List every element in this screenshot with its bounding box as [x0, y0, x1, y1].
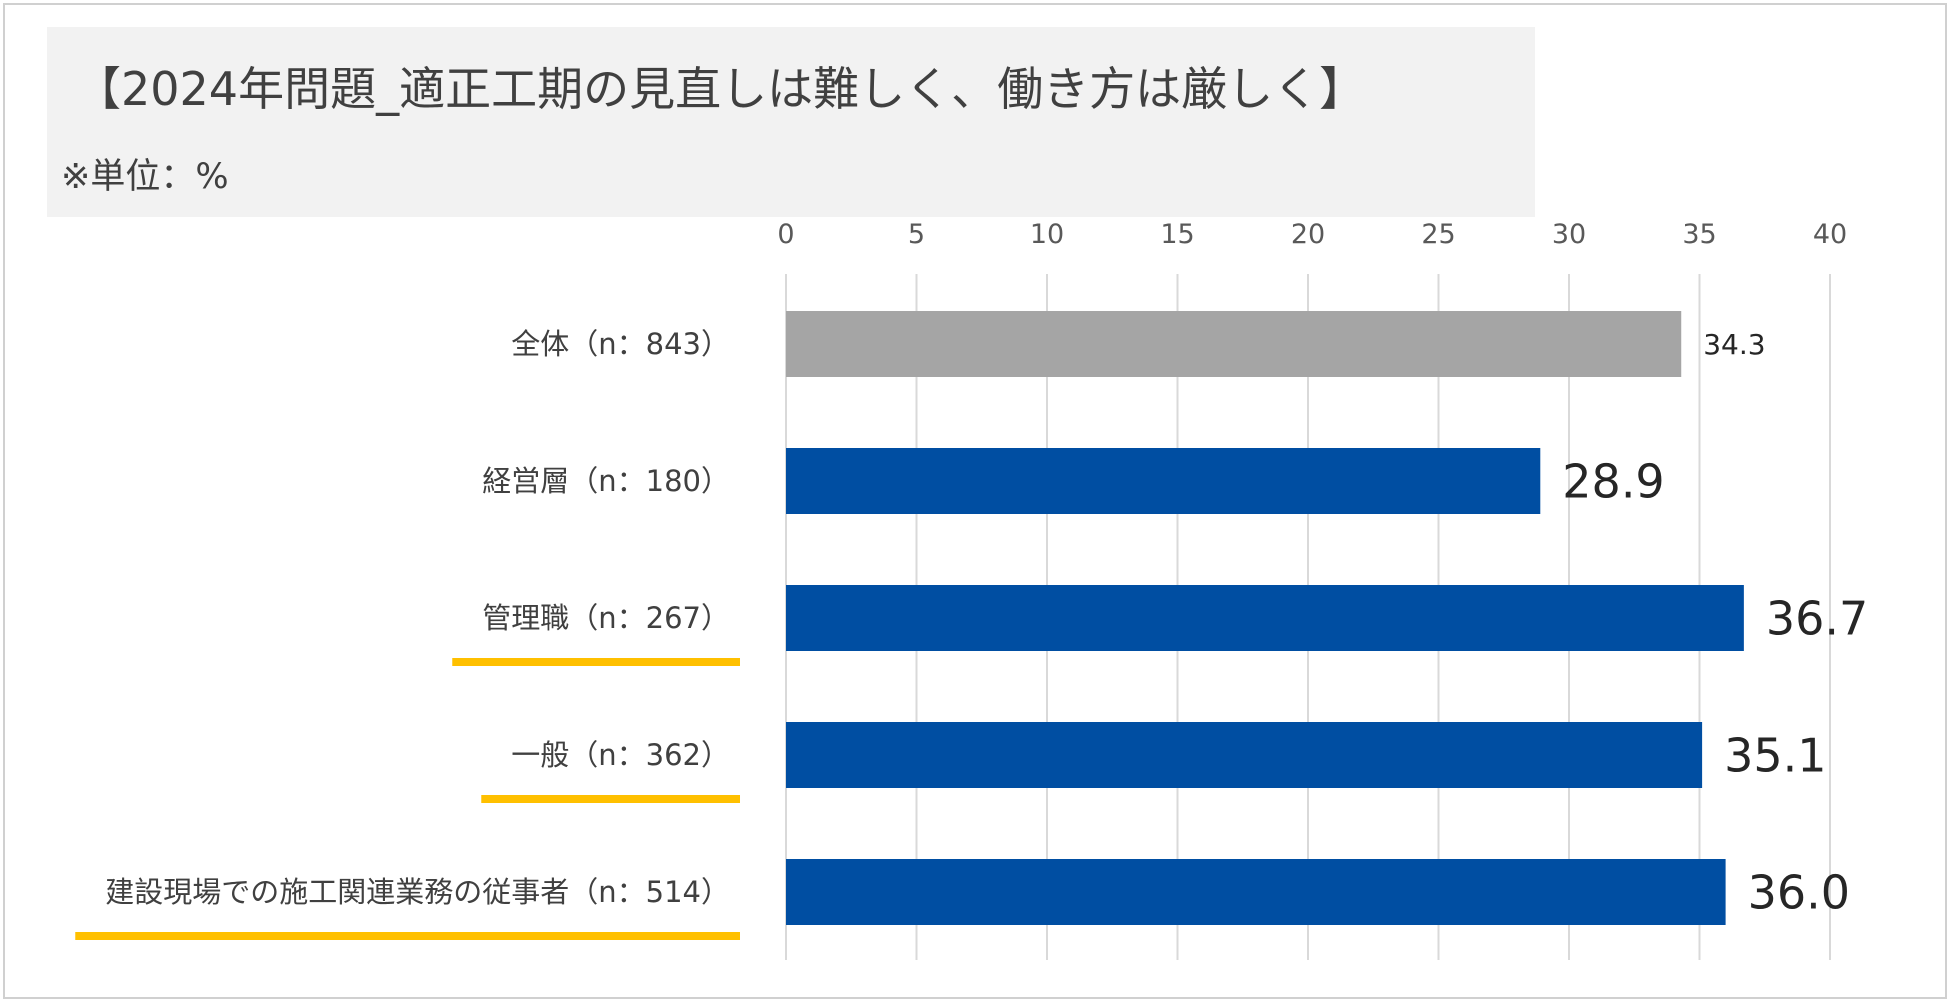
category-underline	[481, 795, 740, 803]
x-tick-label: 35	[1682, 219, 1716, 250]
chart-frame: 【2024年問題_適正工期の見直しは難しく、働き方は厳しく】 ※単位：%	[3, 3, 1947, 999]
value-label: 35.1	[1724, 729, 1826, 783]
x-tick-label: 40	[1813, 219, 1847, 250]
x-tick-label: 30	[1552, 219, 1586, 250]
bar	[786, 722, 1703, 788]
bar	[786, 859, 1726, 925]
chart-title: 【2024年問題_適正工期の見直しは難しく、働き方は厳しく】	[75, 62, 1366, 116]
x-tick-label: 5	[908, 219, 925, 250]
x-tick-label: 10	[1030, 219, 1064, 250]
x-tick-label: 15	[1160, 219, 1194, 250]
category-underline	[75, 932, 740, 940]
x-tick-label: 25	[1421, 219, 1455, 250]
value-label: 28.9	[1562, 455, 1664, 509]
bar	[786, 448, 1541, 514]
chart-unit-note: ※単位：%	[61, 157, 229, 197]
bars	[786, 311, 1744, 925]
value-label: 36.7	[1766, 592, 1868, 646]
category-label: 全体（n：843）	[511, 327, 730, 361]
category-labels: 全体（n：843） 経営層（n：180） 管理職（n：267） 一般（n：362） 建設…	[75, 327, 740, 940]
bar	[786, 585, 1744, 651]
value-label: 34.3	[1703, 328, 1765, 361]
category-label: 経営層（n：180）	[482, 464, 730, 498]
value-labels: 34.3 28.9 36.7 35.1 36.0	[1562, 328, 1868, 919]
category-label: 管理職（n：267）	[482, 601, 730, 635]
value-label: 36.0	[1748, 866, 1850, 920]
category-label: 建設現場での施工関連業務の従事者（n：514）	[105, 875, 730, 909]
x-axis-ticks: 0 5 10 15 20 25 30 35 40	[777, 219, 1847, 250]
x-tick-label: 0	[777, 219, 794, 250]
category-label: 一般（n：362）	[511, 738, 730, 772]
bar	[786, 311, 1682, 377]
title-box: 【2024年問題_適正工期の見直しは難しく、働き方は厳しく】 ※単位：%	[47, 27, 1535, 217]
x-tick-label: 20	[1291, 219, 1325, 250]
category-underline	[452, 658, 740, 666]
